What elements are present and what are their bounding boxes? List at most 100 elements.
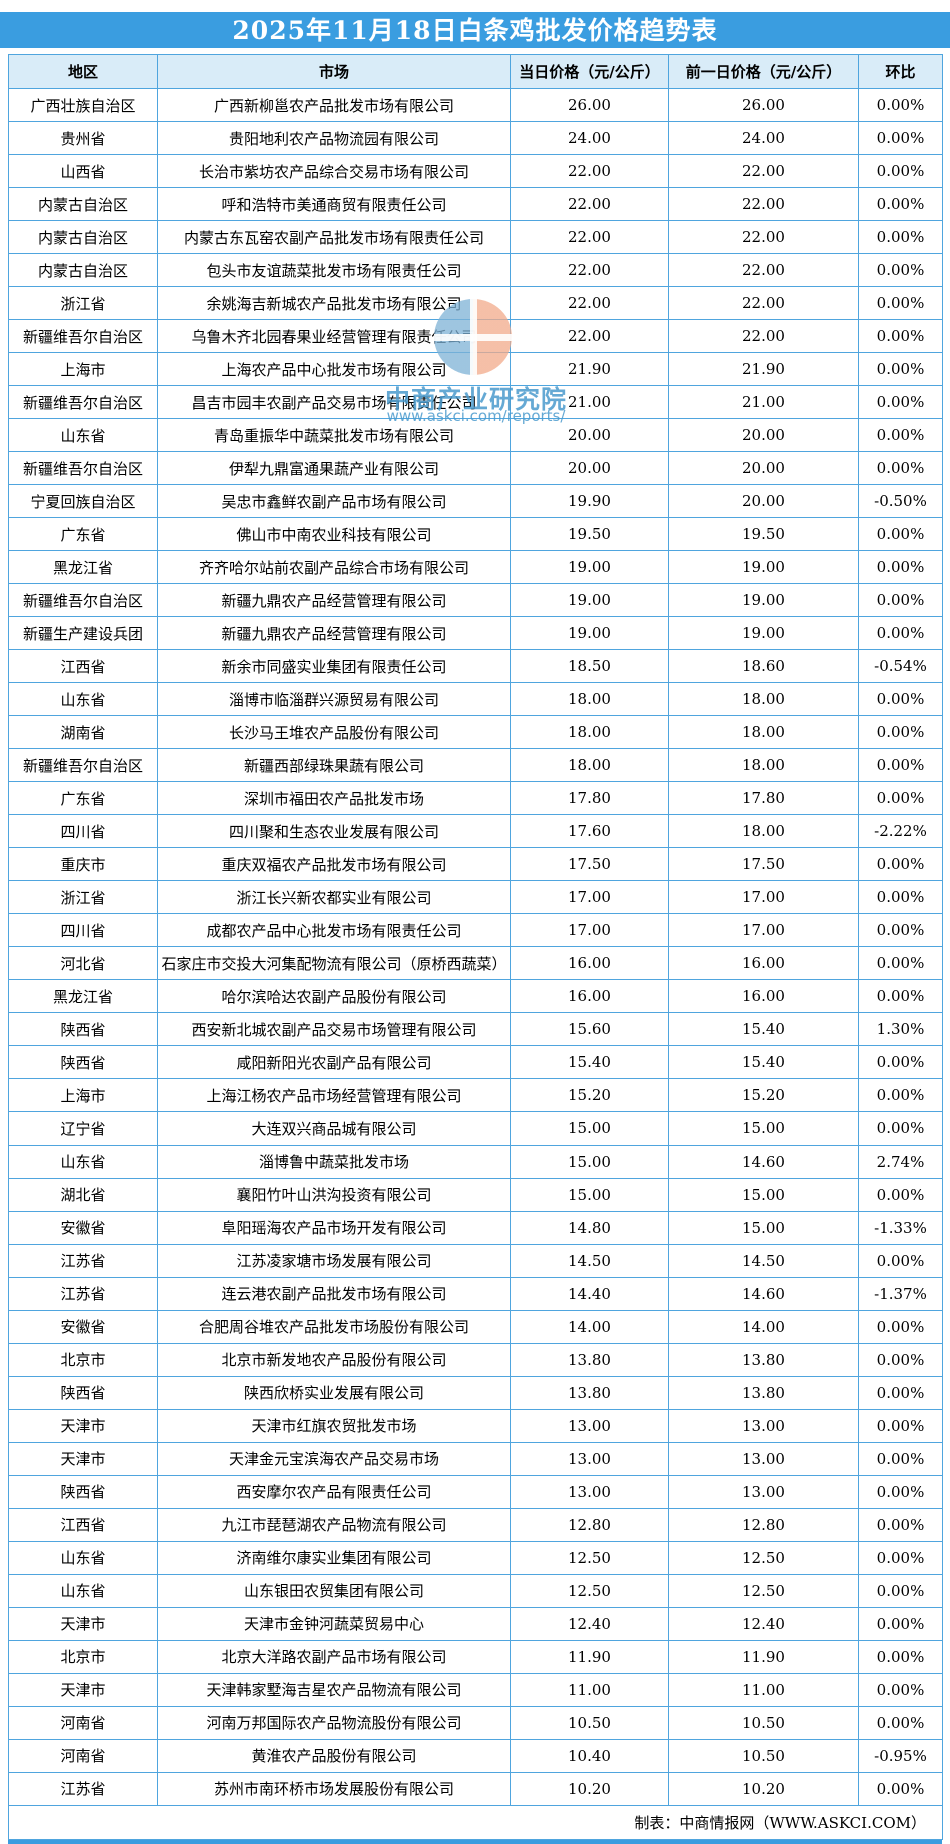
table-row: 湖南省 长沙马王堆农产品股份有限公司 18.00 18.00 0.00% xyxy=(8,715,943,750)
price-prev-cell: 18.00 xyxy=(668,814,859,849)
table-row: 黑龙江省 哈尔滨哈达农副产品股份有限公司 16.00 16.00 0.00% xyxy=(8,979,943,1014)
market-cell: 乌鲁木齐北园春果业经营管理有限责任公司 xyxy=(157,319,511,354)
market-cell: 黄淮农产品股份有限公司 xyxy=(157,1738,511,1773)
table-row: 北京市 北京市新发地农产品股份有限公司 13.80 13.80 0.00% xyxy=(8,1342,943,1377)
price-today-cell: 16.00 xyxy=(510,946,669,981)
table-row: 新疆维吾尔自治区 伊犁九鼎富通果蔬产业有限公司 20.00 20.00 0.00% xyxy=(8,451,943,486)
region-cell: 安徽省 xyxy=(8,1210,158,1245)
table-row: 新疆生产建设兵团 新疆九鼎农产品经营管理有限公司 19.00 19.00 0.00% xyxy=(8,616,943,651)
price-today-cell: 13.80 xyxy=(510,1342,669,1377)
table-row: 陕西省 西安摩尔农产品有限责任公司 13.00 13.00 0.00% xyxy=(8,1474,943,1509)
change-cell: -1.33% xyxy=(858,1210,943,1245)
region-cell: 广西壮族自治区 xyxy=(8,87,158,123)
change-cell: 0.00% xyxy=(858,253,943,288)
price-prev-cell: 11.90 xyxy=(668,1639,859,1674)
price-today-cell: 15.00 xyxy=(510,1111,669,1146)
region-cell: 浙江省 xyxy=(8,286,158,321)
region-cell: 广东省 xyxy=(8,517,158,552)
price-today-cell: 18.50 xyxy=(510,649,669,684)
region-cell: 内蒙古自治区 xyxy=(8,220,158,255)
region-cell: 北京市 xyxy=(8,1342,158,1377)
region-cell: 四川省 xyxy=(8,814,158,849)
market-cell: 包头市友谊蔬菜批发市场有限责任公司 xyxy=(157,253,511,288)
price-prev-cell: 21.00 xyxy=(668,385,859,420)
price-prev-cell: 26.00 xyxy=(668,87,859,123)
price-today-cell: 22.00 xyxy=(510,154,669,189)
region-cell: 河南省 xyxy=(8,1705,158,1740)
price-prev-cell: 15.00 xyxy=(668,1177,859,1212)
page-title: 2025年11月18日白条鸡批发价格趋势表 xyxy=(232,16,718,45)
bottom-border xyxy=(8,1840,942,1844)
market-cell: 重庆双福农产品批发市场有限公司 xyxy=(157,847,511,882)
price-today-cell: 18.00 xyxy=(510,748,669,783)
price-prev-cell: 17.80 xyxy=(668,781,859,816)
price-today-cell: 22.00 xyxy=(510,220,669,255)
change-cell: 0.00% xyxy=(858,880,943,915)
market-cell: 淄博鲁中蔬菜批发市场 xyxy=(157,1144,511,1179)
region-cell: 新疆维吾尔自治区 xyxy=(8,385,158,420)
market-cell: 哈尔滨哈达农副产品股份有限公司 xyxy=(157,979,511,1014)
region-cell: 安徽省 xyxy=(8,1309,158,1344)
price-prev-cell: 13.80 xyxy=(668,1342,859,1377)
market-cell: 四川聚和生态农业发展有限公司 xyxy=(157,814,511,849)
price-prev-cell: 18.00 xyxy=(668,748,859,783)
price-prev-cell: 13.00 xyxy=(668,1441,859,1476)
price-prev-cell: 12.40 xyxy=(668,1606,859,1641)
market-cell: 苏州市南环桥市场发展股份有限公司 xyxy=(157,1771,511,1807)
change-cell: 0.00% xyxy=(858,418,943,453)
region-cell: 江苏省 xyxy=(8,1276,158,1311)
table-row: 上海市 上海江杨农产品市场经营管理有限公司 15.20 15.20 0.00% xyxy=(8,1078,943,1113)
column-header: 市场 xyxy=(157,54,511,89)
table-row: 陕西省 陕西欣桥实业发展有限公司 13.80 13.80 0.00% xyxy=(8,1375,943,1410)
market-cell: 齐齐哈尔站前农副产品综合市场有限公司 xyxy=(157,550,511,585)
price-today-cell: 20.00 xyxy=(510,418,669,453)
table-row: 内蒙古自治区 包头市友谊蔬菜批发市场有限责任公司 22.00 22.00 0.00% xyxy=(8,253,943,288)
price-today-cell: 15.00 xyxy=(510,1144,669,1179)
change-cell: 0.00% xyxy=(858,154,943,189)
table-body: 广西壮族自治区 广西新柳邕农产品批发市场有限公司 26.00 26.00 0.00% 贵州… xyxy=(8,87,943,1807)
change-cell: 0.00% xyxy=(858,187,943,222)
market-cell: 广西新柳邕农产品批发市场有限公司 xyxy=(157,87,511,123)
table-row: 江苏省 连云港农副产品批发市场有限公司 14.40 14.60 -1.37% xyxy=(8,1276,943,1311)
change-cell: 0.00% xyxy=(858,286,943,321)
market-cell: 天津韩家墅海吉星农产品物流有限公司 xyxy=(157,1672,511,1707)
table-row: 山西省 长治市紫坊农产品综合交易市场有限公司 22.00 22.00 0.00% xyxy=(8,154,943,189)
price-today-cell: 18.00 xyxy=(510,715,669,750)
region-cell: 宁夏回族自治区 xyxy=(8,484,158,519)
market-cell: 西安新北城农副产品交易市场管理有限公司 xyxy=(157,1012,511,1047)
price-prev-cell: 19.00 xyxy=(668,583,859,618)
change-cell: 0.00% xyxy=(858,583,943,618)
price-prev-cell: 13.80 xyxy=(668,1375,859,1410)
price-today-cell: 17.00 xyxy=(510,880,669,915)
price-prev-cell: 10.50 xyxy=(668,1738,859,1773)
price-prev-cell: 10.20 xyxy=(668,1771,859,1807)
change-cell: 0.00% xyxy=(858,121,943,156)
change-cell: 0.00% xyxy=(858,1243,943,1278)
region-cell: 新疆维吾尔自治区 xyxy=(8,748,158,783)
change-cell: 0.00% xyxy=(858,1441,943,1476)
market-cell: 九江市琵琶湖农产品物流有限公司 xyxy=(157,1507,511,1542)
change-cell: 0.00% xyxy=(858,715,943,750)
change-cell: -1.37% xyxy=(858,1276,943,1311)
change-cell: 0.00% xyxy=(858,1672,943,1707)
price-prev-cell: 10.50 xyxy=(668,1705,859,1740)
price-prev-cell: 15.00 xyxy=(668,1111,859,1146)
price-prev-cell: 15.00 xyxy=(668,1210,859,1245)
table-row: 山东省 淄博鲁中蔬菜批发市场 15.00 14.60 2.74% xyxy=(8,1144,943,1179)
region-cell: 陕西省 xyxy=(8,1012,158,1047)
region-cell: 内蒙古自治区 xyxy=(8,187,158,222)
table-row: 四川省 成都农产品中心批发市场有限责任公司 17.00 17.00 0.00% xyxy=(8,913,943,948)
market-cell: 吴忠市鑫鲜农副产品市场有限公司 xyxy=(157,484,511,519)
table-row: 天津市 天津韩家墅海吉星农产品物流有限公司 11.00 11.00 0.00% xyxy=(8,1672,943,1707)
price-today-cell: 10.20 xyxy=(510,1771,669,1807)
region-cell: 天津市 xyxy=(8,1408,158,1443)
price-today-cell: 22.00 xyxy=(510,253,669,288)
market-cell: 贵阳地利农产品物流园有限公司 xyxy=(157,121,511,156)
region-cell: 上海市 xyxy=(8,352,158,387)
price-today-cell: 15.40 xyxy=(510,1045,669,1080)
region-cell: 湖北省 xyxy=(8,1177,158,1212)
region-cell: 黑龙江省 xyxy=(8,979,158,1014)
price-prev-cell: 17.50 xyxy=(668,847,859,882)
change-cell: 0.00% xyxy=(858,1474,943,1509)
price-today-cell: 12.50 xyxy=(510,1573,669,1608)
